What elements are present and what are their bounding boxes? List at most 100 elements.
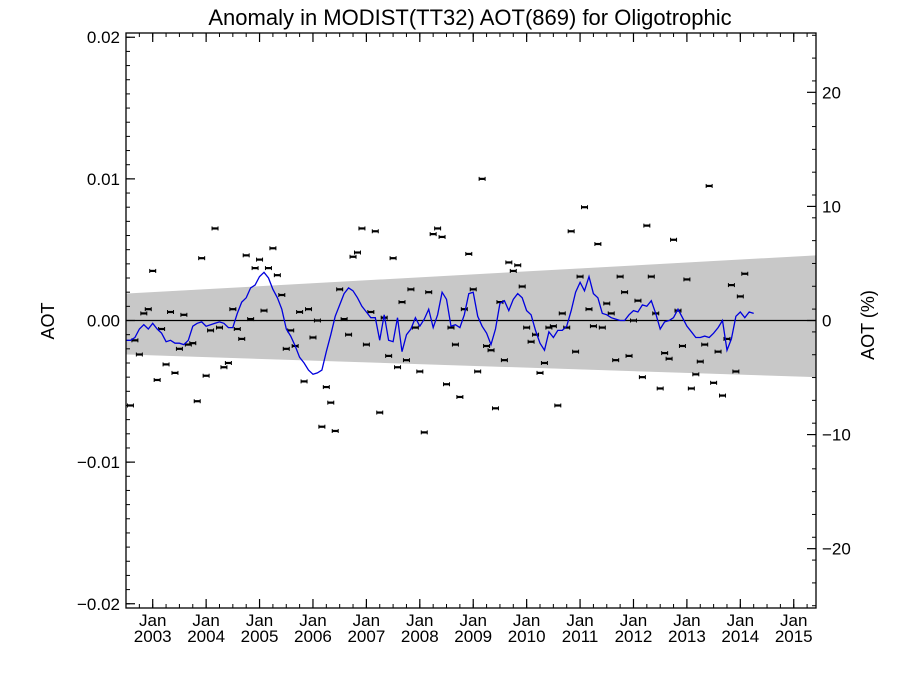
data-point [705,183,713,188]
data-point [465,251,473,256]
data-point [607,311,615,316]
data-point [256,257,264,262]
data-point [670,237,678,242]
data-point [621,290,629,295]
data-point [714,349,722,354]
x-tick-month: Jan [246,611,273,630]
data-point [340,317,348,322]
x-tick-month: Jan [139,611,166,630]
data-point [643,223,651,228]
data-point [167,310,175,315]
y-tick-label: 0.01 [87,170,120,189]
data-point [322,385,330,390]
data-point [665,356,673,361]
data-point [567,229,575,234]
y2-tick-label: 0 [822,312,831,331]
data-point [202,373,210,378]
data-point [456,394,464,399]
data-point [198,256,206,261]
data-point [474,369,482,374]
data-point [251,266,259,271]
x-tick-month: Jan [727,611,754,630]
data-point [661,351,669,356]
data-point [264,266,272,271]
data-point [727,283,735,288]
data-point [327,400,335,405]
data-point [371,229,379,234]
data-point [647,274,655,279]
data-point [678,343,686,348]
x-tick-month: Jan [406,611,433,630]
data-point [318,424,326,429]
data-point [469,287,477,292]
data-point [385,353,393,358]
x-tick-year: 2003 [134,627,172,646]
x-tick-month: Jan [353,611,380,630]
data-point [407,287,415,292]
data-point [447,325,455,330]
y-tick-label: −0.02 [77,595,120,614]
data-point [500,358,508,363]
data-point [523,325,531,330]
x-tick-month: Jan [673,611,700,630]
data-point [282,346,290,351]
data-point [394,365,402,370]
x-tick-year: 2014 [721,627,759,646]
data-point [487,348,495,353]
data-point [701,342,709,347]
data-point [189,341,197,346]
x-tick-month: Jan [566,611,593,630]
data-point [451,342,459,347]
y2-tick-label: 20 [822,83,841,102]
data-point [692,372,700,377]
x-tick-month: Jan [620,611,647,630]
data-point [509,268,517,273]
data-point [144,307,152,312]
data-point [719,393,727,398]
data-point [638,375,646,380]
data-point [211,226,219,231]
data-point [656,386,664,391]
data-point [478,176,486,181]
x-tick-year: 2004 [187,627,225,646]
x-tick-month: Jan [513,611,540,630]
data-point [224,360,232,365]
data-point [443,382,451,387]
data-point [175,346,183,351]
y2-tick-label: −10 [822,426,851,445]
chart-title: Anomaly in MODIST(TT32) AOT(869) for Oli… [208,5,731,30]
y-tick-label: 0.00 [87,312,120,331]
uncertainty-band [126,255,816,378]
data-point [389,256,397,261]
x-tick-year: 2005 [241,627,279,646]
x-tick-year: 2011 [562,627,599,646]
data-point [572,349,580,354]
x-tick-year: 2015 [775,627,813,646]
data-point [331,428,339,433]
data-point [527,339,535,344]
data-point [402,358,410,363]
x-tick-month: Jan [192,611,219,630]
data-point [491,406,499,411]
data-point [483,343,491,348]
data-point [362,342,370,347]
data-point [558,311,566,316]
data-point [581,205,589,210]
x-tick-month: Jan [299,611,326,630]
data-point [460,307,468,312]
data-point [300,379,308,384]
data-point [269,246,277,251]
data-point [278,293,286,298]
data-point [434,226,442,231]
data-point [585,307,593,312]
data-point [140,311,148,316]
data-point [594,242,602,247]
data-point [233,326,241,331]
y-tick-label: −0.01 [77,453,120,472]
data-point [349,254,357,259]
data-point [741,271,749,276]
data-point [260,308,268,313]
data-point [589,324,597,329]
x-tick-year: 2007 [347,627,385,646]
data-point [629,318,637,323]
